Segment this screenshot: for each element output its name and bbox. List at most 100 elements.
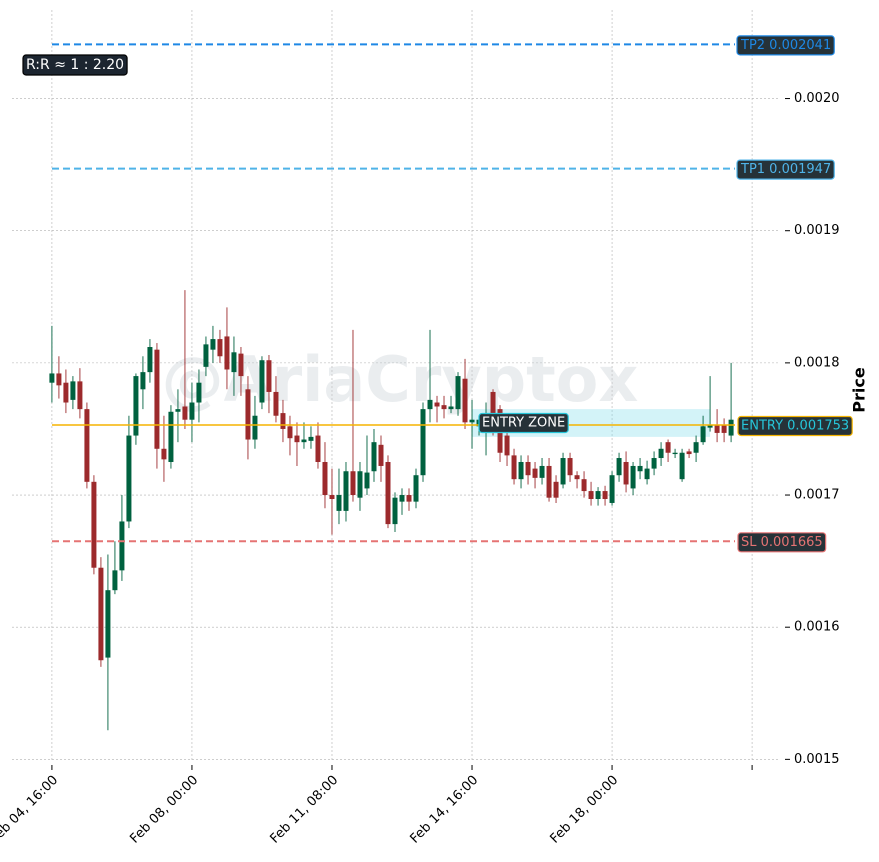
candle-body bbox=[623, 461, 629, 485]
candle-body bbox=[392, 497, 398, 525]
level-label: TP2 0.002041 bbox=[740, 38, 831, 53]
candle-body bbox=[70, 381, 76, 400]
candle-body bbox=[462, 378, 468, 423]
candle-body bbox=[630, 465, 636, 489]
candle-body bbox=[560, 458, 566, 485]
candle-body bbox=[504, 435, 510, 456]
candle-body bbox=[602, 491, 608, 499]
y-tick-label: 0.0016 bbox=[794, 620, 840, 635]
x-tick-label: Feb 11, 08:00 bbox=[267, 773, 341, 847]
candle-body bbox=[308, 436, 314, 441]
y-tick-label: 0.0017 bbox=[794, 488, 840, 503]
candle-body bbox=[441, 405, 447, 410]
label-box bbox=[22, 54, 128, 76]
candle-body bbox=[469, 419, 475, 423]
candle-body bbox=[196, 382, 202, 403]
candle-body bbox=[322, 461, 328, 496]
candle-body bbox=[336, 495, 342, 511]
candle-body bbox=[252, 415, 258, 440]
candle-body bbox=[189, 402, 195, 420]
candle-body bbox=[448, 406, 454, 410]
label-box bbox=[478, 412, 569, 434]
candle-body bbox=[455, 376, 461, 410]
y-axis-label: Price bbox=[850, 367, 869, 413]
candle-body bbox=[728, 419, 734, 436]
level-label: SL 0.001665 bbox=[741, 535, 823, 550]
candle-body bbox=[280, 413, 286, 429]
candle-body bbox=[126, 435, 132, 522]
candle-body bbox=[301, 439, 307, 443]
candle-body bbox=[434, 402, 440, 407]
candle-body bbox=[707, 424, 713, 428]
label-box bbox=[736, 159, 835, 180]
candle-body bbox=[385, 461, 391, 525]
candle-body bbox=[343, 471, 349, 511]
y-tick-label: 0.0019 bbox=[794, 223, 840, 238]
candle-body bbox=[161, 448, 167, 460]
candle-body bbox=[406, 495, 412, 502]
candle-body bbox=[413, 475, 419, 502]
candle-body bbox=[245, 389, 251, 440]
candle-body bbox=[329, 495, 335, 499]
candle-body bbox=[350, 471, 356, 496]
candle-body bbox=[679, 452, 685, 480]
candle-body bbox=[595, 491, 601, 499]
candle-body bbox=[609, 475, 615, 503]
y-tick-label: 0.0015 bbox=[794, 752, 840, 767]
candle-body bbox=[553, 481, 559, 498]
candle-body bbox=[581, 479, 587, 492]
candle-body bbox=[637, 465, 643, 472]
candle-body bbox=[588, 491, 594, 499]
candle-body bbox=[294, 435, 300, 443]
candle-body bbox=[154, 349, 160, 449]
candle-body bbox=[532, 468, 538, 478]
candle-body bbox=[49, 373, 55, 383]
candle-body bbox=[644, 468, 650, 480]
candle-body bbox=[56, 373, 62, 386]
candle-body bbox=[287, 426, 293, 439]
label-box bbox=[737, 532, 827, 553]
candle-body bbox=[427, 399, 433, 410]
candle-body bbox=[224, 336, 230, 370]
candle-body bbox=[63, 382, 69, 403]
candle-body bbox=[546, 465, 552, 498]
x-tick-label: Feb 18, 00:00 bbox=[548, 773, 622, 847]
candle-body bbox=[91, 481, 97, 568]
entry-zone-label: ENTRY ZONE bbox=[482, 416, 565, 431]
x-tick-label: Feb 04, 16:00 bbox=[0, 773, 61, 847]
candle-body bbox=[175, 409, 181, 412]
candle-body bbox=[714, 424, 720, 433]
candle-body bbox=[231, 352, 237, 373]
candle-body bbox=[210, 339, 216, 350]
candle-body bbox=[567, 458, 573, 476]
label-box bbox=[737, 415, 853, 437]
candle-body bbox=[98, 567, 104, 661]
candle-body bbox=[490, 391, 496, 427]
candle-body bbox=[378, 444, 384, 466]
candle-body bbox=[112, 570, 118, 591]
candle-body bbox=[203, 344, 209, 367]
candle-body bbox=[182, 406, 188, 420]
candle-body bbox=[672, 452, 678, 455]
candle-body bbox=[693, 442, 699, 453]
candle-body bbox=[315, 435, 321, 462]
candle-body bbox=[574, 475, 580, 480]
candle-body bbox=[140, 372, 146, 390]
candle-body bbox=[539, 465, 545, 478]
candle-body bbox=[77, 381, 83, 410]
candle-body bbox=[105, 590, 111, 658]
candle-body bbox=[119, 521, 125, 571]
candle-body bbox=[217, 339, 223, 357]
x-tick-label: Feb 08, 00:00 bbox=[127, 773, 201, 847]
candle-body bbox=[665, 442, 671, 453]
candle-body bbox=[147, 347, 153, 373]
candle-body bbox=[525, 461, 531, 476]
candle-body bbox=[371, 442, 377, 472]
candle-body bbox=[168, 411, 174, 462]
candle-body bbox=[518, 461, 524, 480]
candle-body bbox=[651, 458, 657, 469]
candle-body bbox=[84, 409, 90, 482]
candle-body bbox=[721, 424, 727, 433]
candle-body bbox=[238, 353, 244, 377]
candle-body bbox=[273, 391, 279, 416]
